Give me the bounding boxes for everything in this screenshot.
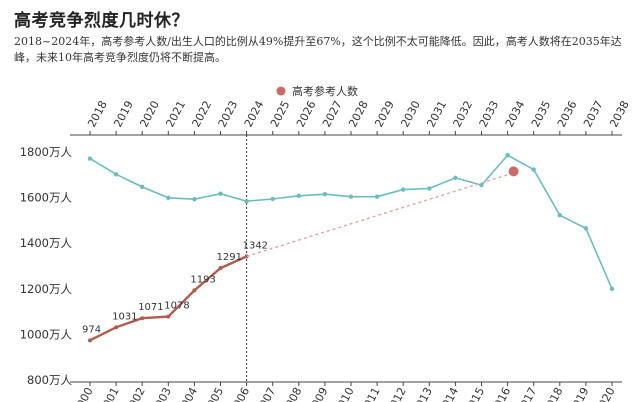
exam-data-label: 1342	[243, 240, 268, 251]
bottom-tick-label: 2020	[593, 385, 618, 402]
exam-series-point	[166, 314, 171, 319]
birth-series-point	[270, 196, 275, 202]
top-tick-label: 2022	[190, 99, 215, 130]
page-title: 高考竞争烈度几时休？	[14, 11, 189, 31]
legend-label: 高考参考人数	[292, 84, 358, 98]
exam-data-label: 1291	[217, 252, 242, 263]
birth-series-point	[140, 184, 145, 190]
top-tick-label: 2031	[424, 99, 449, 130]
top-tick-label: 2024	[242, 99, 267, 130]
top-tick-label: 2037	[581, 99, 606, 130]
exam-data-label: 1193	[190, 274, 215, 285]
birth-series-point	[166, 195, 171, 201]
y-tick-label: 1400万人	[20, 236, 73, 250]
birth-series-point	[296, 193, 301, 198]
top-x-axis: 2018 2019 2020 2021 2022 2023 2024 2025 2026 2027…	[70, 99, 632, 136]
top-tick-label: 2021	[163, 99, 188, 130]
bottom-tick-label: 2013	[410, 385, 435, 402]
birth-series-point	[322, 191, 328, 197]
projection-line	[246, 174, 508, 258]
exam-data-label: 974	[82, 324, 101, 335]
y-axis: 800万人 1000万人 1200万人 1400万人 1600万人 1800万人	[20, 145, 73, 387]
birth-series-point	[348, 194, 354, 199]
bottom-tick-label: 2014	[436, 385, 461, 402]
bottom-tick-label: 2018	[541, 385, 566, 402]
legend-marker	[276, 86, 286, 96]
top-tick-label: 2018	[85, 99, 110, 130]
bottom-tick-label: 2006	[228, 385, 253, 402]
y-tick-label: 1800万人	[20, 145, 73, 159]
birth-series-point	[244, 199, 249, 204]
bottom-tick-label: 2019	[567, 385, 592, 402]
top-tick-label: 2030	[398, 99, 423, 130]
bottom-tick-label: 2005	[202, 385, 227, 402]
top-tick-label: 2028	[346, 99, 371, 130]
exam-data-label: 1031	[112, 311, 137, 322]
birth-series-point	[192, 196, 197, 202]
bottom-tick-label: 2008	[280, 385, 305, 402]
top-tick-label: 2026	[294, 99, 319, 130]
top-tick-label: 2027	[320, 99, 345, 130]
exam-series-point	[88, 338, 92, 343]
y-tick-label: 800万人	[27, 373, 72, 387]
chart-subtitle: 2018~2024年，高考参考人数/出生人口的比例从49%提升至67%，这个比例…	[14, 35, 622, 64]
exam-data-label: 1071	[138, 302, 163, 313]
top-tick-label: 2032	[451, 99, 476, 130]
birth-series-point	[479, 182, 484, 188]
birth-series-point	[374, 194, 380, 199]
bottom-tick-label: 2010	[332, 385, 357, 402]
exam-series-line	[89, 255, 248, 342]
bottom-tick-label: 2016	[489, 385, 514, 402]
top-tick-label: 2033	[477, 99, 502, 130]
birth-series-point	[427, 186, 432, 191]
birth-series-point	[609, 286, 615, 291]
exam-series-point	[192, 288, 197, 293]
exam-data-label: 1078	[164, 301, 189, 312]
bottom-tick-label: 2012	[384, 385, 409, 402]
birth-series-point	[505, 152, 510, 158]
bottom-tick-label: 2009	[306, 385, 331, 402]
exam-series-point	[218, 266, 223, 271]
bottom-tick-label: 2007	[254, 385, 279, 402]
legend: 高考参考人数	[276, 84, 358, 98]
birth-series-point	[453, 175, 458, 180]
birth-series-point	[531, 167, 536, 172]
projected-peak-point	[508, 166, 519, 177]
y-tick-label: 1200万人	[20, 282, 73, 296]
birth-series-point	[583, 226, 589, 231]
birth-series-point	[87, 156, 93, 161]
birth-series-line	[89, 154, 613, 290]
top-tick-label: 2038	[607, 99, 632, 130]
bottom-tick-label: 2011	[358, 385, 383, 402]
bottom-tick-label: 2004	[175, 385, 200, 402]
bottom-tick-label: 2015	[463, 385, 488, 402]
bottom-tick-label: 2000	[71, 385, 96, 402]
birth-series-point	[557, 212, 562, 218]
top-tick-label: 2034	[503, 99, 528, 130]
top-tick-label: 2020	[137, 99, 162, 130]
birth-series-point	[218, 191, 223, 196]
exam-series-point	[114, 325, 119, 330]
exam-series-point	[140, 316, 145, 321]
bottom-tick-label: 2001	[97, 385, 122, 402]
y-tick-label: 1600万人	[20, 191, 73, 205]
birth-series-point	[401, 187, 406, 192]
top-tick-label: 2025	[268, 99, 293, 130]
bottom-tick-label: 2003	[149, 385, 174, 402]
top-tick-label: 2035	[529, 99, 554, 130]
top-tick-label: 2036	[555, 99, 580, 130]
bottom-tick-label: 2002	[123, 385, 148, 402]
top-tick-label: 2019	[111, 99, 136, 130]
bottom-tick-label: 2017	[515, 385, 540, 402]
top-tick-label: 2029	[372, 99, 397, 130]
birth-series-point	[113, 172, 119, 177]
y-tick-label: 1000万人	[20, 327, 73, 341]
bottom-x-axis: 2000 2001 2002 2003 2004 2005 2006 2007 2008 2009…	[70, 381, 622, 402]
top-tick-label: 2023	[216, 99, 241, 130]
